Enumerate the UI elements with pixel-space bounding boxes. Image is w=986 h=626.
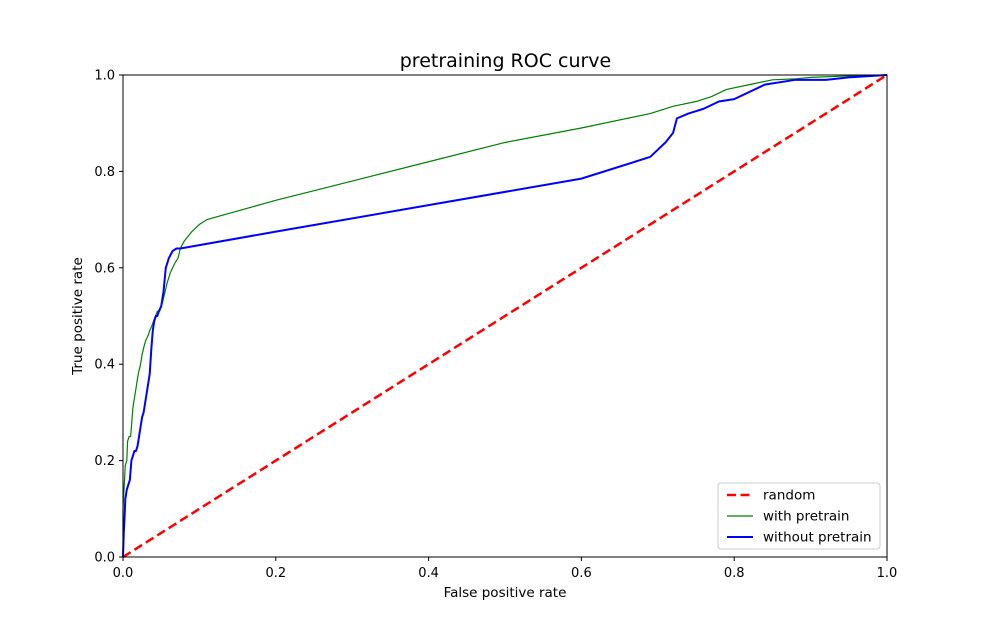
chart-title: pretraining ROC curve <box>400 50 612 72</box>
x-tick-label: 0.8 <box>724 566 745 581</box>
y-axis-label: True positive rate <box>70 257 86 376</box>
x-tick-label: 0.4 <box>418 566 439 581</box>
legend-label: with pretrain <box>763 509 849 525</box>
legend-box <box>717 482 881 550</box>
series-layer <box>122 73 888 559</box>
axes-frame <box>122 74 888 558</box>
y-tick-label: 0.6 <box>94 261 115 276</box>
legend-label: without pretrain <box>763 530 872 546</box>
y-tick-label: 0.8 <box>94 165 115 180</box>
x-tick-label: 0.6 <box>571 566 592 581</box>
legend-label: random <box>763 488 815 504</box>
y-axis: 0.0 0.2 0.4 0.6 0.8 1.0 <box>94 69 123 566</box>
y-tick-label: 1.0 <box>94 69 115 84</box>
y-tick-label: 0.4 <box>94 358 115 373</box>
x-tick-label: 0.2 <box>265 566 286 581</box>
y-tick-label: 0.0 <box>94 551 115 566</box>
x-axis: 0.0 0.2 0.4 0.6 0.8 1.0 <box>113 557 898 581</box>
series-line-with-pretrain <box>122 74 888 557</box>
x-tick-label: 1.0 <box>877 566 898 581</box>
y-tick-label: 0.2 <box>94 454 115 469</box>
series-line-without-pretrain <box>122 74 888 558</box>
x-tick-label: 0.0 <box>113 566 134 581</box>
legend: random with pretrain without pretrain <box>717 482 881 550</box>
x-axis-label: False positive rate <box>444 585 567 601</box>
series-line-random <box>122 73 888 559</box>
